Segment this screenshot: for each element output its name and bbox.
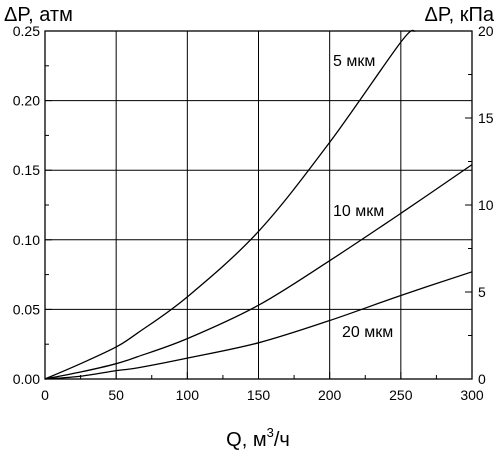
y-left-tick-label: 0.10 [13,232,40,248]
y-right-tick-label: 10 [478,197,494,213]
series-line [44,29,416,380]
series-label: 5 мкм [333,53,375,70]
x-axis-title: Q, м3/ч [226,425,290,451]
y-left-tick-label: 0.20 [13,93,40,109]
x-tick-label: 100 [176,387,200,403]
series-line [44,164,473,380]
x-tick-label: 300 [460,387,484,403]
x-tick-label: 150 [247,387,271,403]
y-left-tick-label: 0.25 [13,23,40,39]
y-right-tick-label: 20 [478,23,494,39]
series-line [44,271,473,380]
x-axis-title-sup: 3 [267,425,274,440]
x-axis-title-tail: /ч [274,429,290,451]
x-tick-label: 0 [41,387,49,403]
y-left-tick-label: 0.15 [13,162,40,178]
left-axis-title: ΔP, атм [4,4,73,26]
x-tick-label: 250 [389,387,413,403]
y-right-tick-label: 15 [478,110,494,126]
y-left-tick-label: 0.05 [13,301,40,317]
plot-frame [44,30,473,380]
x-tick-label: 50 [108,387,124,403]
series-label: 20 мкм [342,324,393,341]
grid [45,31,472,379]
y-right-tick-label: 5 [478,284,486,300]
y-right-tick-label: 0 [478,371,486,387]
x-tick-label: 200 [318,387,342,403]
right-axis-title: ΔP, кПа [425,4,495,26]
curves [44,29,473,380]
y-left-tick-label: 0.00 [13,371,40,387]
series-label: 10 мкм [333,203,384,220]
tick-labels: 0 50 100 150 200 250 3000.000.050.100.150.200.… [13,23,494,403]
x-axis-title-base: Q, м [226,429,266,451]
